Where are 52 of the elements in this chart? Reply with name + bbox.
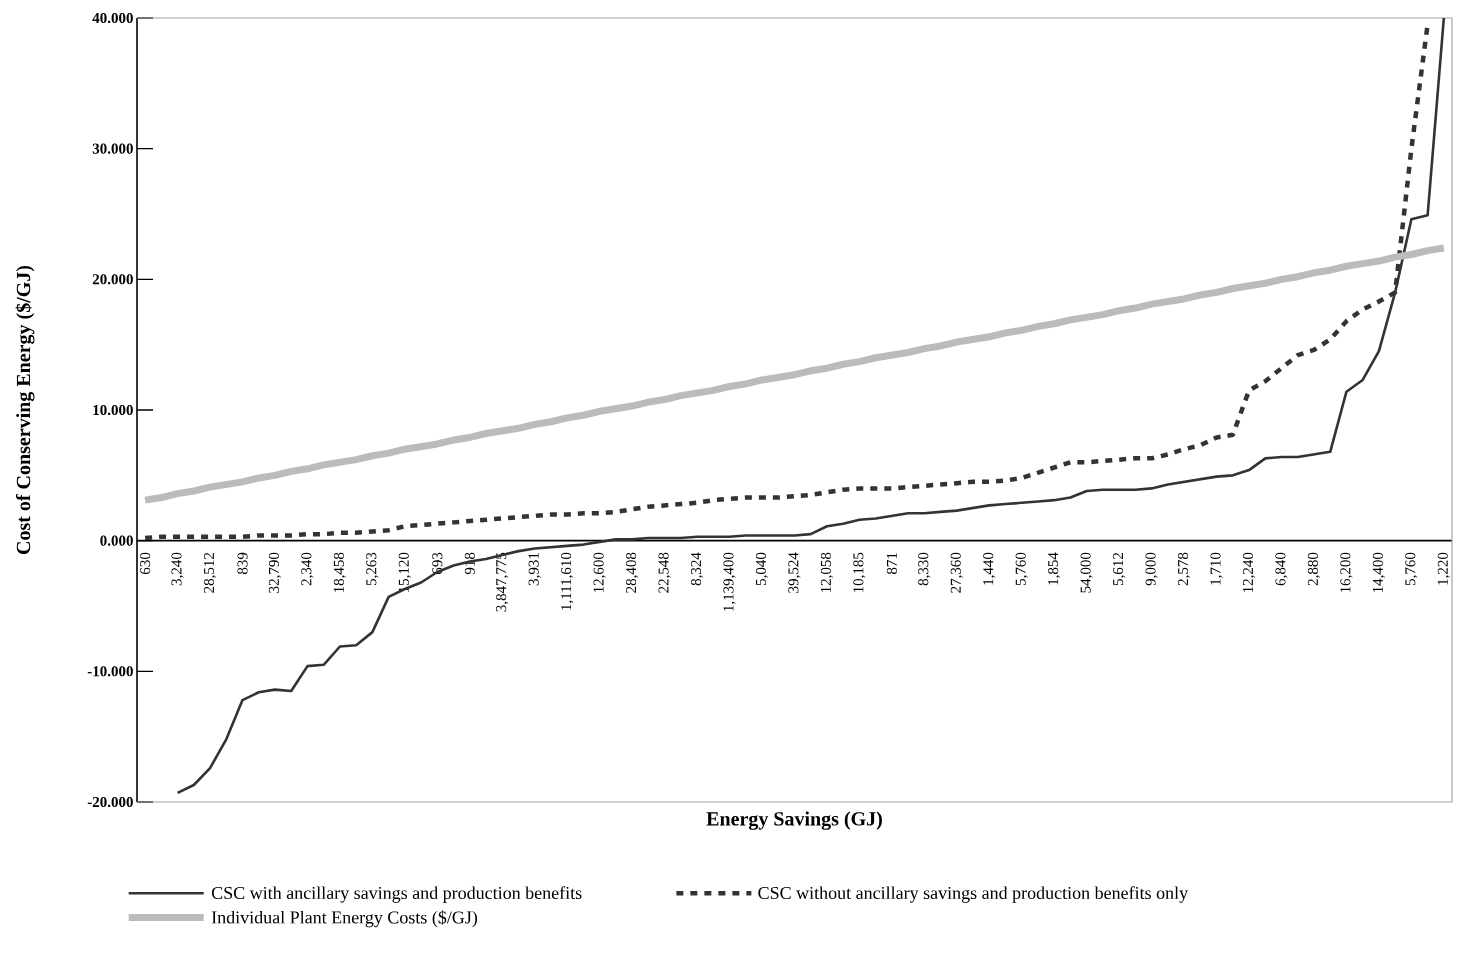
x-tick-label: 18,458	[333, 552, 347, 593]
legend-label: Individual Plant Energy Costs ($/GJ)	[211, 910, 478, 928]
x-tick-label: 5,263	[366, 552, 379, 586]
x-tick-label: 27,360	[950, 552, 963, 593]
x-tick-label: 1,139,400	[723, 552, 736, 611]
x-tick-label: 12,600	[593, 552, 606, 593]
x-tick-label: 5,040	[755, 552, 769, 586]
legend-label: CSC with ancillary savings and production benefits	[211, 886, 582, 903]
y-tick-label: 20.000	[92, 274, 133, 285]
x-tick-label: 6,840	[1275, 552, 1288, 586]
x-tick-label: 1,440	[983, 552, 996, 585]
x-tick-label: 3,240	[171, 552, 184, 586]
x-tick-label: 14,400	[1372, 552, 1386, 593]
y-tick-label: 0.000	[100, 535, 133, 546]
x-tick-label: 32,790	[268, 552, 282, 593]
x-tick-label: 1,111,610	[561, 552, 574, 610]
x-tick-label: 5,760	[1405, 552, 1418, 586]
x-tick-label: 28,408	[626, 552, 639, 593]
y-tick-label: -20.000	[87, 796, 133, 808]
x-tick-label: 12,058	[820, 552, 834, 593]
x-tick-label: 12,240	[1242, 552, 1256, 593]
x-tick-label: 5,612	[1113, 553, 1126, 586]
x-tick-label: 5,760	[1015, 552, 1028, 586]
y-tick-label: -10.000	[87, 666, 133, 677]
x-tick-label: 2,578	[1177, 552, 1191, 586]
x-tick-label: 8,324	[690, 552, 704, 586]
x-tick-label: 1,220	[1437, 552, 1450, 585]
y-tick-label: 30.000	[92, 143, 133, 154]
x-tick-label: 54,000	[1080, 552, 1093, 593]
x-tick-label: 9,000	[1145, 552, 1158, 586]
x-tick-label: 39,524	[788, 552, 801, 593]
x-tick-label: 3,847,775	[496, 552, 509, 612]
x-tick-label: 15,120	[398, 552, 412, 593]
y-tick-label: 10.000	[93, 404, 133, 416]
x-tick-label: 2,880	[1307, 552, 1321, 586]
x-tick-label: 1,710	[1210, 552, 1223, 585]
x-tick-label: 3,931	[528, 553, 541, 586]
x-tick-label: 871	[886, 553, 897, 575]
x-tick-label: 693	[432, 552, 443, 575]
y-tick-label: 40.000	[92, 12, 133, 24]
x-tick-label: 28,512	[203, 553, 217, 593]
y-axis-title: Cost of Conserving Energy ($/GJ)	[15, 265, 35, 555]
x-tick-label: 22,548	[658, 552, 671, 593]
x-tick-label: 10,185	[853, 552, 866, 593]
x-axis-title: Energy Savings (GJ)	[706, 811, 882, 830]
legend-label: CSC without ancillary savings and production benefits only	[758, 886, 1189, 903]
x-tick-label: 839	[237, 552, 248, 575]
x-tick-label: 630	[140, 552, 151, 575]
x-tick-label: 8,330	[918, 552, 931, 586]
x-tick-label: 2,340	[301, 552, 314, 586]
x-tick-label: 1,854	[1048, 552, 1061, 585]
x-tick-label: 16,200	[1340, 552, 1353, 593]
